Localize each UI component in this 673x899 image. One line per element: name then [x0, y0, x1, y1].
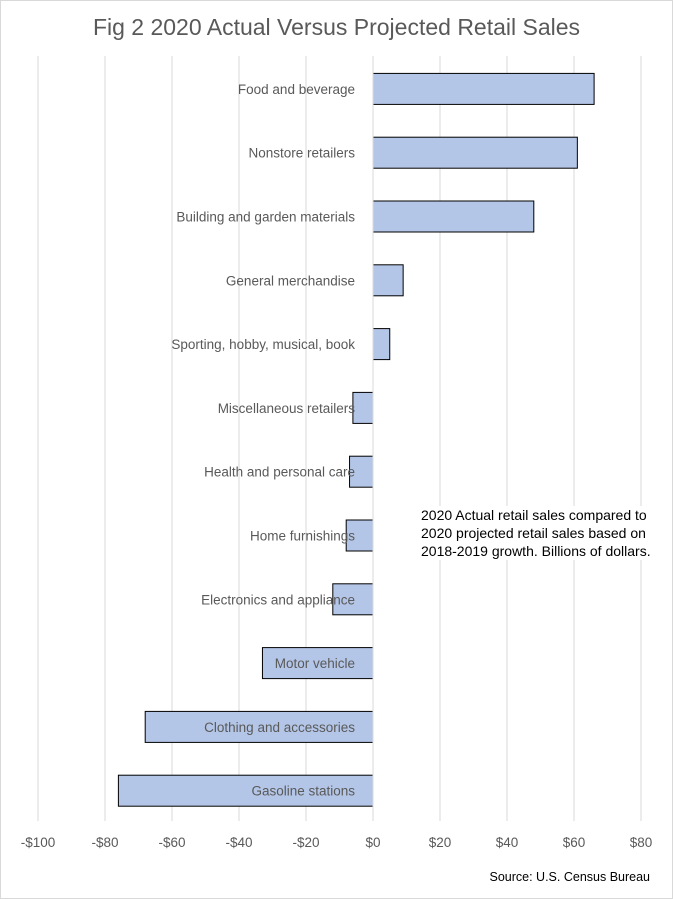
x-tick-label: $0 [365, 835, 380, 850]
x-tick-label: $80 [630, 835, 653, 850]
category-label: Food and beverage [238, 82, 355, 97]
x-tick-label: -$80 [91, 835, 118, 850]
x-tick-label: $40 [496, 835, 519, 850]
category-label: Gasoline stations [251, 784, 355, 799]
bar [261, 647, 374, 680]
category-label: Home furnishings [250, 529, 355, 544]
x-tick-label: $60 [563, 835, 586, 850]
x-tick-label: $20 [429, 835, 452, 850]
chart-annotation: 2020 Actual retail sales compared to 202… [421, 506, 651, 560]
x-tick-label: -$60 [158, 835, 185, 850]
bar [372, 200, 535, 233]
x-tick-label: -$20 [292, 835, 319, 850]
chart-title: Fig 2 2020 Actual Versus Projected Retai… [92, 14, 581, 40]
bar [352, 391, 374, 424]
bar [332, 583, 374, 616]
bar [117, 774, 374, 807]
bar [372, 264, 404, 297]
category-label: Motor vehicle [275, 656, 355, 671]
bar [372, 72, 595, 105]
bar [345, 519, 374, 552]
source-note: Source: U.S. Census Bureau [489, 870, 651, 884]
x-tick-label: -$100 [21, 835, 56, 850]
category-label: Electronics and appliance [201, 592, 355, 607]
category-label: Clothing and accessories [204, 720, 355, 735]
category-label: Sporting, hobby, musical, book [171, 337, 355, 352]
bar [372, 328, 391, 361]
category-label: Health and personal care [204, 465, 355, 480]
x-tick-label: -$40 [225, 835, 252, 850]
category-label: Building and garden materials [176, 210, 355, 225]
bar [372, 136, 578, 169]
category-label: General merchandise [226, 273, 355, 288]
category-label: Miscellaneous retailers [218, 401, 356, 416]
category-label: Nonstore retailers [248, 146, 355, 161]
